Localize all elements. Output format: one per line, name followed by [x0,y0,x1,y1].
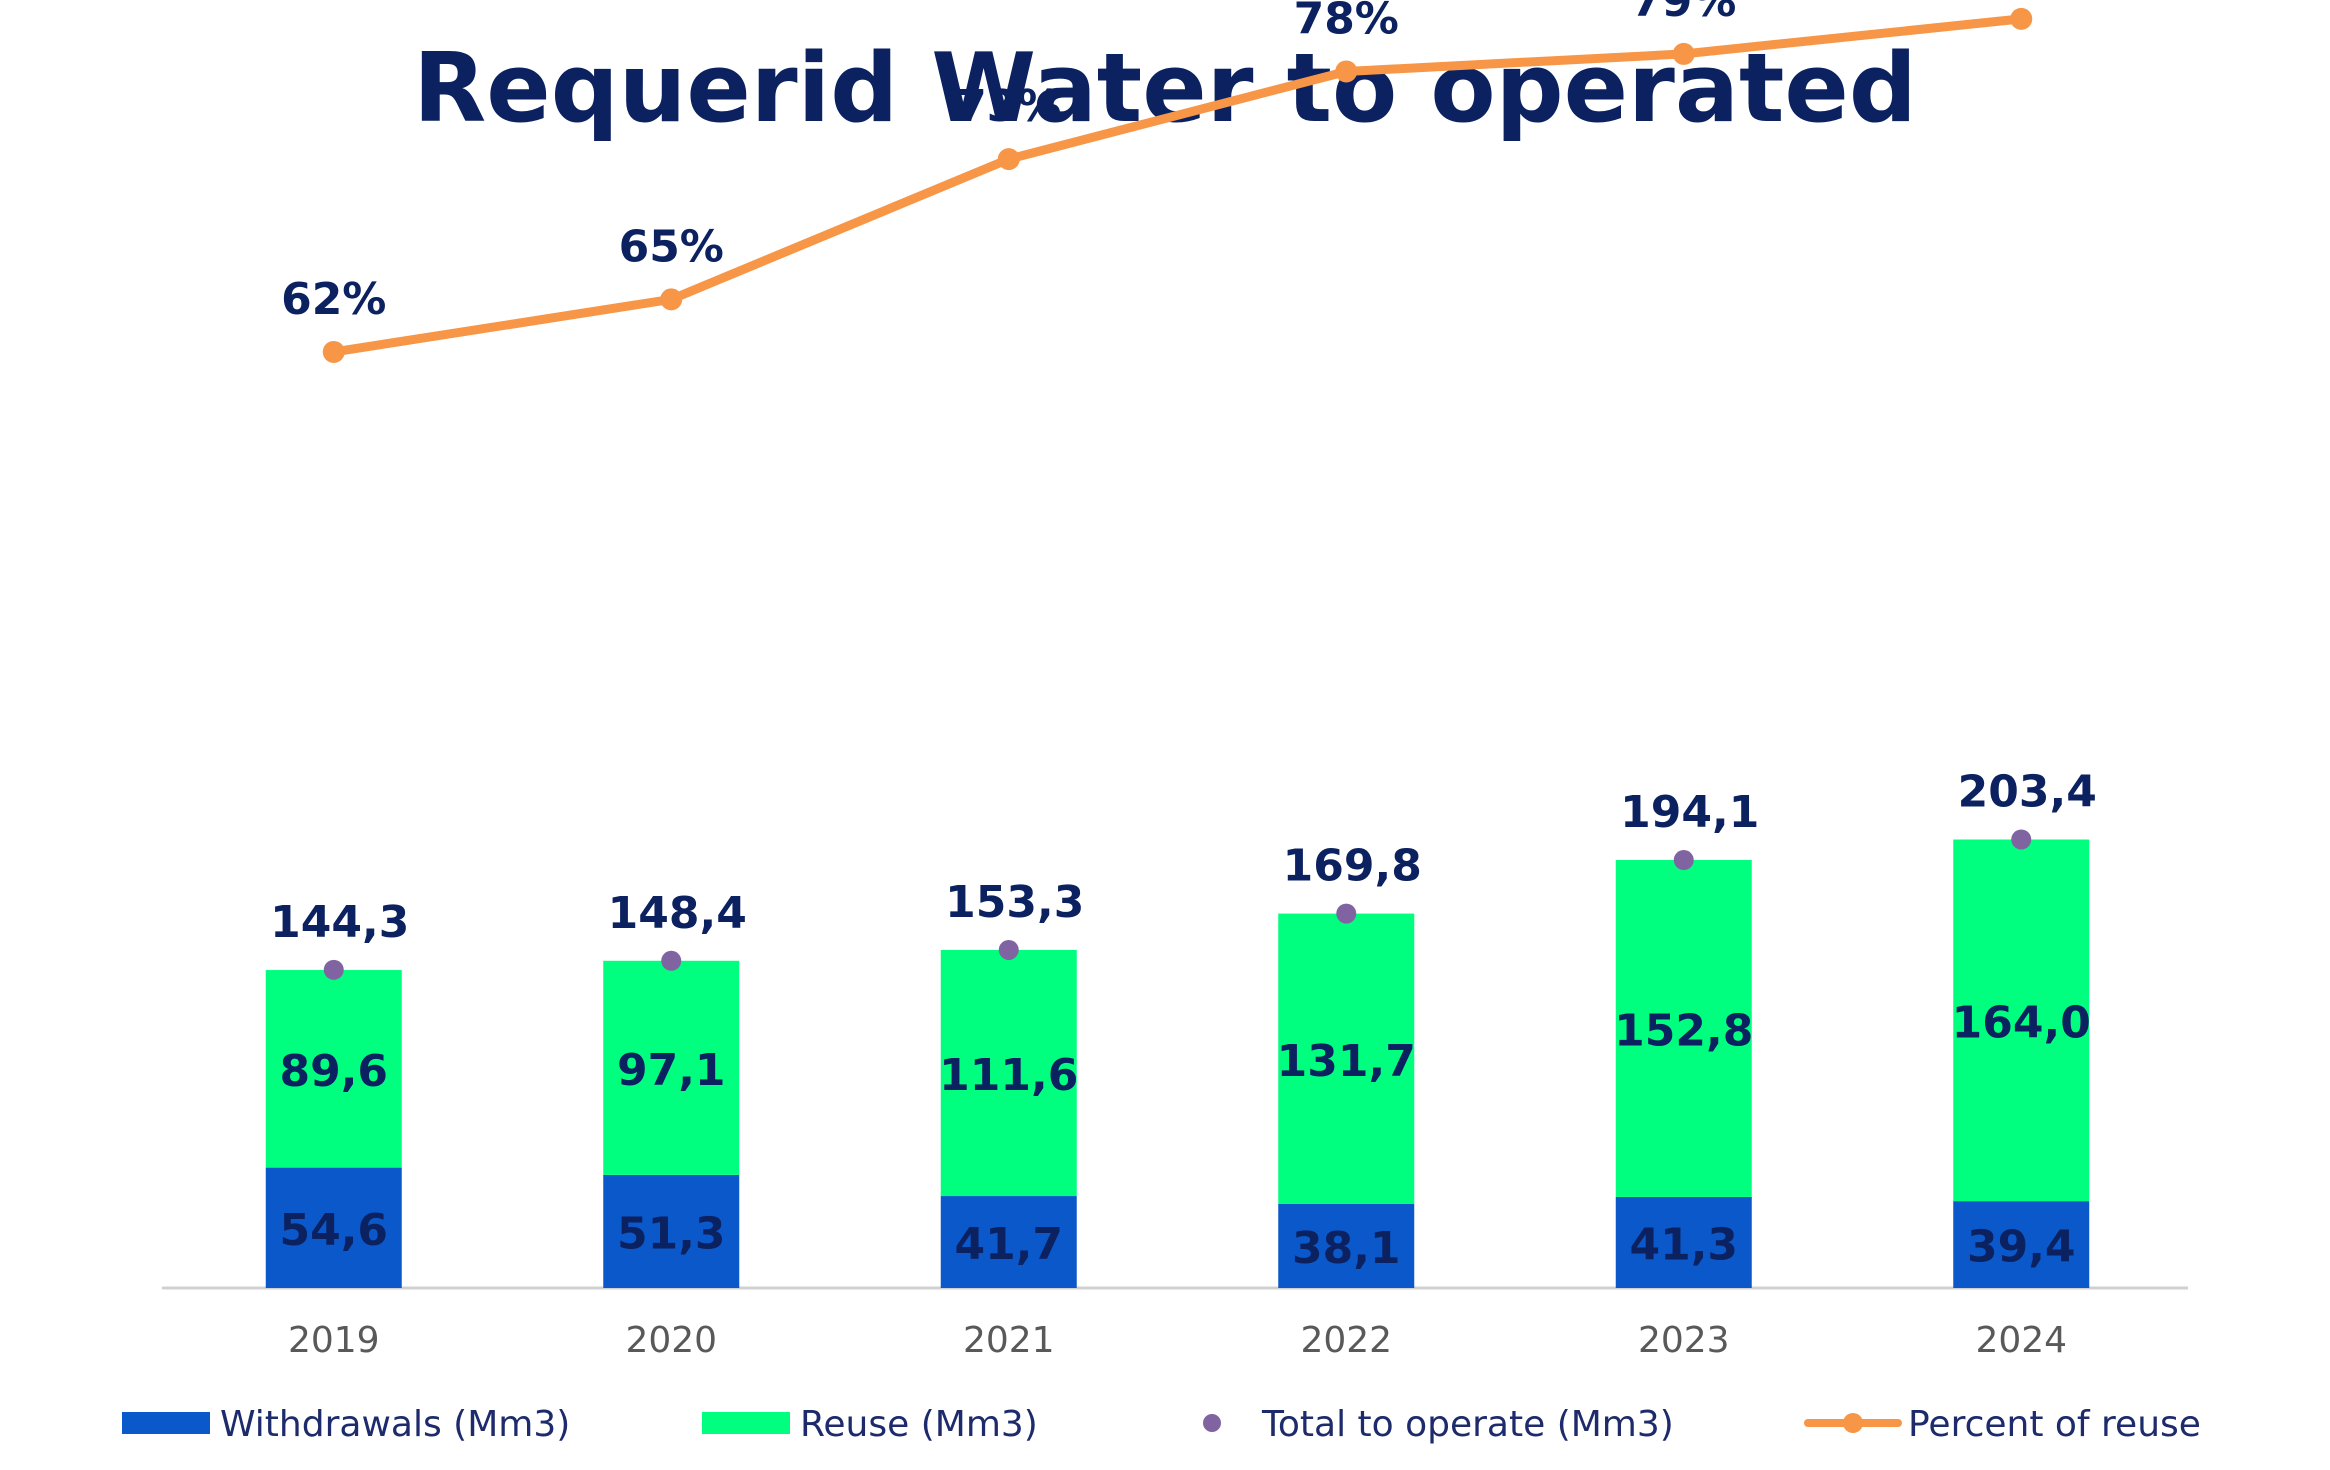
legend-label-reuse: Reuse (Mm3) [800,1404,1038,1445]
line-percent-of-reuse [329,14,2026,357]
marker-total-2024 [2011,829,2032,850]
legend-swatch-withdrawals [122,1412,210,1434]
x-tick-2022: 2022 [1300,1320,1392,1361]
marker-percent-2022 [1335,60,1358,83]
label-withdrawals-2022: 38,1 [1292,1223,1401,1274]
label-reuse-2019: 89,6 [279,1046,388,1097]
label-total-2024: 203,4 [1958,767,2097,818]
bar-withdrawals-2022 [1278,1203,1415,1288]
bar-reuse-2020 [603,960,740,1175]
marker-percent-2021 [997,148,1020,171]
label-reuse-2022: 131,7 [1277,1036,1416,1087]
label-withdrawals-2023: 41,3 [1629,1219,1738,1270]
bar-reuse-2023 [1615,860,1752,1197]
label-percent-2023: 79% [1631,0,1736,27]
marker-percent-2023 [1672,42,1695,65]
marker-total-2019 [323,959,344,980]
bar-withdrawals-2023 [1615,1196,1752,1288]
marker-total-2023 [1673,850,1694,871]
legend-swatch-reuse [702,1412,790,1434]
x-tick-2021: 2021 [963,1320,1055,1361]
x-tick-2020: 2020 [625,1320,717,1361]
legend-marker-total [1203,1414,1221,1432]
bar-withdrawals-2020 [603,1174,740,1288]
label-withdrawals-2019: 54,6 [279,1205,388,1256]
label-total-2020: 148,4 [608,888,747,939]
bar-withdrawals-2019 [265,1167,402,1288]
marker-percent-2020 [660,288,683,311]
label-total-2019: 144,3 [270,897,409,948]
x-tick-2024: 2024 [1975,1320,2067,1361]
label-percent-2020: 65% [619,221,724,272]
x-tick-2019: 2019 [288,1320,380,1361]
bar-reuse-2022 [1278,913,1415,1204]
bar-reuse-2019 [265,970,402,1168]
label-reuse-2021: 111,6 [939,1050,1078,1101]
bar-reuse-2024 [1953,839,2090,1202]
label-total-2023: 194,1 [1620,787,1759,838]
marker-total-2020 [661,950,682,971]
label-percent-2019: 62% [281,274,386,325]
label-reuse-2023: 152,8 [1614,1005,1753,1056]
bar-withdrawals-2021 [940,1196,1077,1288]
legend-label-total: Total to operate (Mm3) [1261,1404,1674,1445]
label-percent-2021: 73% [956,81,1061,132]
label-reuse-2024: 164,0 [1952,997,2091,1048]
marker-total-2022 [1336,903,1357,924]
bar-reuse-2021 [940,949,1077,1197]
label-total-2021: 153,3 [945,877,1084,928]
bar-withdrawals-2024 [1953,1201,2090,1288]
legend-label-withdrawals: Withdrawals (Mm3) [220,1404,570,1445]
label-withdrawals-2024: 39,4 [1967,1222,2076,1273]
label-withdrawals-2021: 41,7 [954,1219,1063,1270]
marker-total-2021 [998,939,1019,960]
marker-percent-2024 [2010,7,2033,30]
x-tick-2023: 2023 [1638,1320,1730,1361]
label-withdrawals-2020: 51,3 [617,1208,726,1259]
label-reuse-2020: 97,1 [617,1045,726,1096]
legend-label-percent: Percent of reuse [1908,1404,2201,1445]
label-percent-2022: 78% [1294,0,1399,44]
legend-marker-percent [1843,1413,1863,1433]
label-total-2022: 169,8 [1283,841,1422,892]
marker-percent-2019 [322,340,345,363]
